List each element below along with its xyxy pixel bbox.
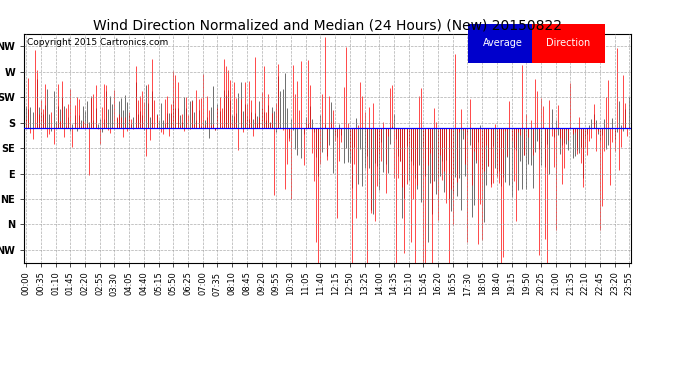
Text: Direction: Direction: [546, 38, 591, 48]
Title: Wind Direction Normalized and Median (24 Hours) (New) 20150822: Wind Direction Normalized and Median (24…: [93, 19, 562, 33]
Text: Copyright 2015 Cartronics.com: Copyright 2015 Cartronics.com: [27, 38, 168, 47]
Text: Average: Average: [482, 38, 522, 48]
